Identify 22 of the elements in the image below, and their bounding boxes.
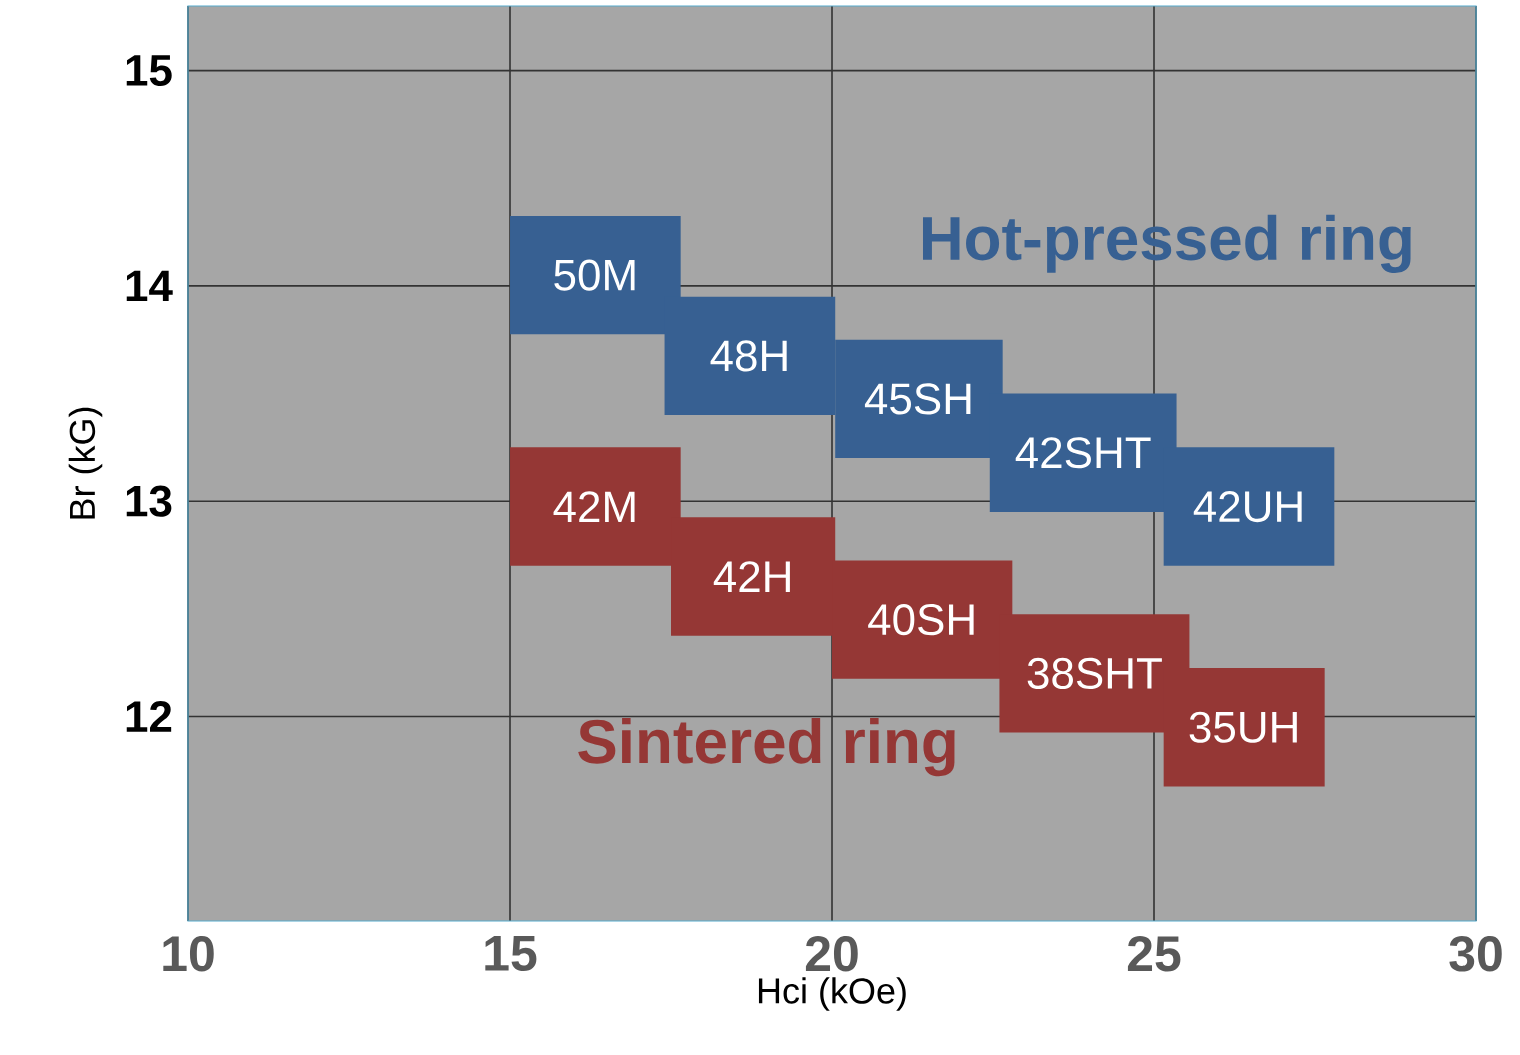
x-tick-label: 10 [163, 936, 214, 972]
annotation: 45SH [864, 383, 971, 415]
x-tick-label: 25 [1127, 936, 1181, 972]
annotation: 42H [713, 561, 790, 592]
y-tick-label: 13 [126, 485, 172, 517]
y-tick-label: 15 [126, 55, 172, 86]
x-tick-label: 20 [805, 936, 858, 972]
annotation: 42M [553, 491, 635, 522]
annotation: 40SH [868, 603, 974, 636]
x-tick-label: 30 [1449, 936, 1502, 972]
annotation: 38SHT [1027, 657, 1162, 689]
annotation: 35UH [1189, 711, 1297, 743]
x-axis-title: Hci (kOe) [758, 977, 906, 1011]
y-tick-label: 14 [126, 270, 173, 302]
series-label: Sintered ring [578, 718, 955, 777]
annotation: 42SHT [1015, 437, 1151, 469]
y-tick-label: 12 [126, 701, 172, 732]
annotation: 48H [710, 340, 787, 372]
x-tick-label: 15 [485, 936, 537, 971]
annotation: 50M [554, 259, 635, 291]
annotation: 42UH [1193, 490, 1302, 523]
y-axis-title: Br (kG) [68, 407, 103, 519]
